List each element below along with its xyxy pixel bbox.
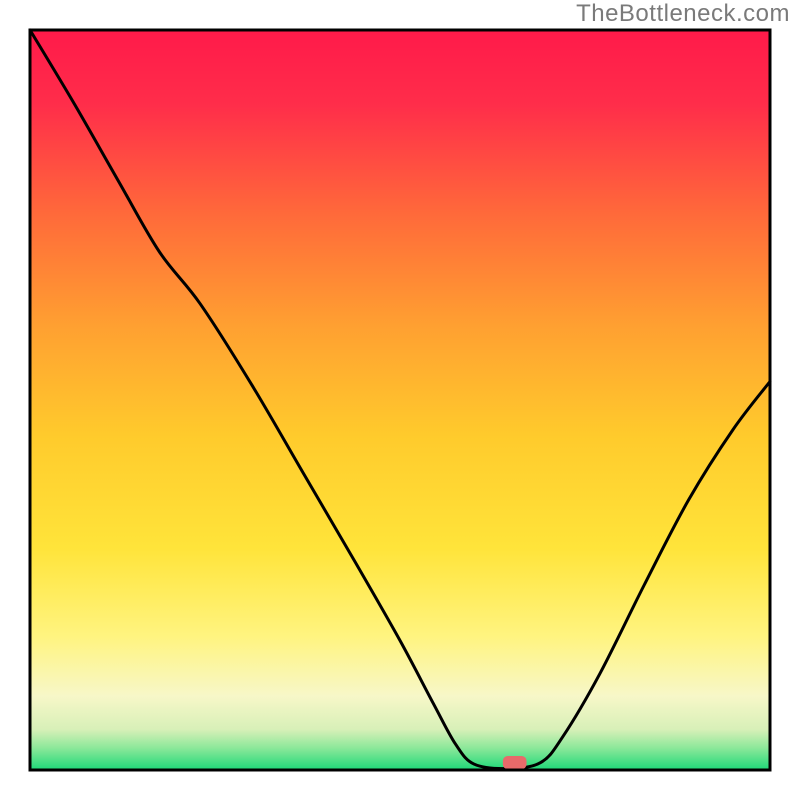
plot-background: [30, 30, 770, 770]
watermark-text: TheBottleneck.com: [576, 0, 790, 28]
bottleneck-chart: [0, 0, 800, 800]
chart-container: TheBottleneck.com: [0, 0, 800, 800]
optimal-marker: [503, 756, 527, 769]
